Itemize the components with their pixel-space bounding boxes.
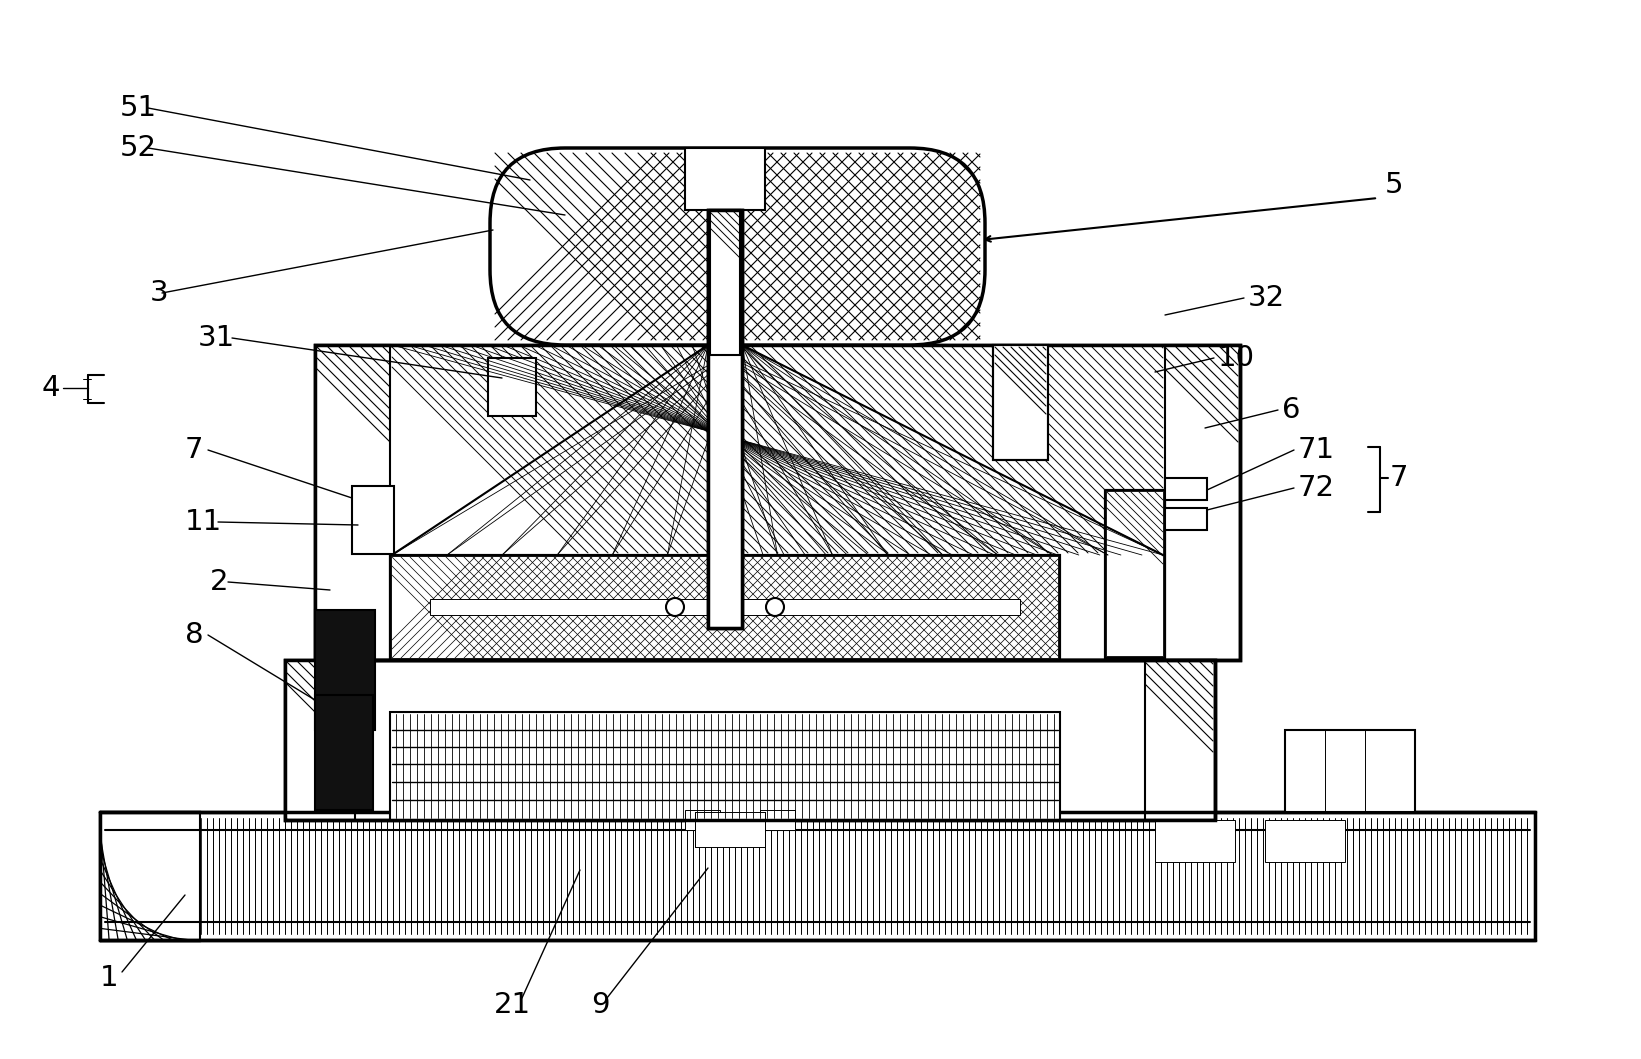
Text: 5: 5 xyxy=(1385,170,1403,199)
Bar xyxy=(496,152,980,340)
Bar xyxy=(1165,508,1208,530)
Bar xyxy=(707,210,742,628)
Bar xyxy=(496,152,980,340)
Bar xyxy=(105,816,1529,935)
Bar xyxy=(315,345,391,660)
Bar xyxy=(317,347,391,658)
Text: 72: 72 xyxy=(1298,474,1336,502)
Bar xyxy=(315,345,1241,660)
Bar xyxy=(1165,478,1208,500)
Bar xyxy=(392,347,1163,553)
Bar xyxy=(707,345,742,628)
Bar xyxy=(1155,820,1236,862)
Text: 32: 32 xyxy=(1249,284,1285,312)
Bar xyxy=(286,660,1214,820)
Bar xyxy=(760,810,794,830)
Text: 7: 7 xyxy=(1390,464,1408,492)
Bar xyxy=(286,660,1214,820)
Bar xyxy=(711,210,740,355)
Polygon shape xyxy=(100,812,200,940)
Text: 2: 2 xyxy=(210,568,228,596)
Bar xyxy=(1165,345,1241,660)
Bar xyxy=(1145,660,1214,820)
Bar xyxy=(1145,662,1213,818)
Bar xyxy=(391,555,1060,660)
Text: 9: 9 xyxy=(591,991,609,1019)
Bar xyxy=(709,211,742,627)
Circle shape xyxy=(766,598,784,616)
Bar xyxy=(392,557,1058,658)
Text: 11: 11 xyxy=(185,508,222,536)
Bar xyxy=(353,486,394,554)
Text: 4: 4 xyxy=(41,374,61,402)
Bar xyxy=(696,812,765,847)
Circle shape xyxy=(666,598,684,616)
Text: 3: 3 xyxy=(149,279,169,307)
Text: 21: 21 xyxy=(494,991,530,1019)
Bar xyxy=(707,210,742,628)
Text: 52: 52 xyxy=(120,134,158,162)
Bar xyxy=(994,347,1045,457)
Bar xyxy=(684,148,765,210)
Bar xyxy=(487,358,537,416)
Bar xyxy=(707,210,742,628)
Bar xyxy=(1104,490,1165,658)
Bar xyxy=(430,599,1021,615)
Text: 8: 8 xyxy=(185,621,203,649)
Bar xyxy=(993,345,1049,460)
Bar xyxy=(392,557,1058,658)
Bar xyxy=(315,345,1241,660)
Text: 51: 51 xyxy=(120,94,158,122)
Bar xyxy=(1285,730,1415,812)
Bar xyxy=(315,695,373,810)
Bar xyxy=(1165,347,1237,658)
Bar xyxy=(391,555,1060,660)
Text: 1: 1 xyxy=(100,964,118,992)
Bar xyxy=(1108,492,1163,656)
Text: 71: 71 xyxy=(1298,436,1336,464)
Bar xyxy=(993,345,1049,460)
Bar xyxy=(315,610,376,730)
Bar xyxy=(684,810,720,830)
Bar xyxy=(287,662,354,818)
Text: 7: 7 xyxy=(185,436,203,464)
Bar xyxy=(100,812,1534,940)
Bar xyxy=(1265,820,1346,862)
Bar xyxy=(711,211,738,354)
Bar xyxy=(286,660,354,820)
Text: 6: 6 xyxy=(1282,396,1301,424)
Text: 10: 10 xyxy=(1218,344,1255,372)
FancyBboxPatch shape xyxy=(491,148,985,345)
Bar xyxy=(1104,490,1165,658)
Bar xyxy=(711,210,740,355)
Text: 31: 31 xyxy=(199,324,235,352)
Bar xyxy=(391,712,1060,820)
